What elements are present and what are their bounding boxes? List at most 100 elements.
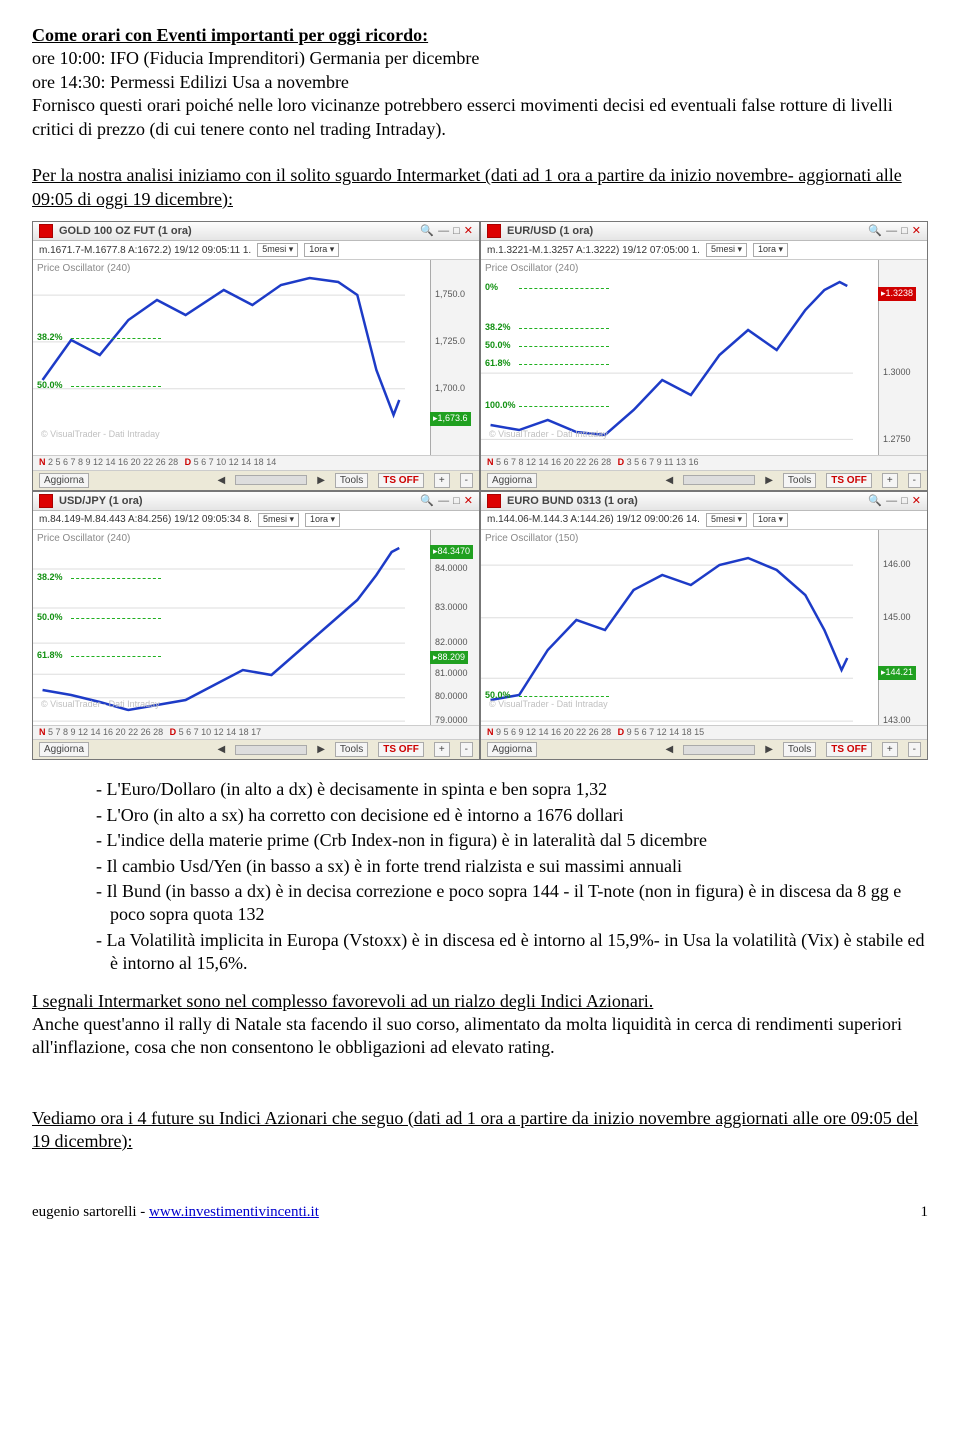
time-scrollbar[interactable] — [683, 475, 755, 485]
refresh-button[interactable]: Aggiorna — [39, 742, 89, 757]
maximize-icon[interactable]: □ — [453, 224, 460, 238]
maximize-icon[interactable]: □ — [901, 494, 908, 508]
oscillator-label: Price Oscillator (240) — [37, 262, 130, 275]
zoom-out-button[interactable]: - — [460, 742, 473, 757]
zoom-out-button[interactable]: - — [460, 473, 473, 488]
ts-off-button[interactable]: TS OFF — [378, 473, 424, 488]
chart-app-icon — [487, 494, 501, 508]
chart-panel: EURO BUND 0313 (1 ora) 🔍 — □ ✕ m.144.06-… — [481, 492, 927, 760]
y-axis-label: 145.00 — [883, 612, 911, 624]
zoom-in-button[interactable]: + — [882, 473, 898, 488]
timeframe-dropdown[interactable]: 5mesi ▾ — [257, 243, 298, 257]
watermark: © VisualTrader - Dati Intraday — [489, 429, 608, 441]
chart-plot-area[interactable]: Price Oscillator (150)50.0%© VisualTrade… — [481, 530, 927, 725]
watermark: © VisualTrader - Dati Intraday — [489, 699, 608, 711]
y-axis-label: 1.2750 — [883, 434, 911, 446]
charts-grid: GOLD 100 OZ FUT (1 ora) 🔍 — □ ✕ m.1671.7… — [32, 221, 928, 760]
time-scrollbar[interactable] — [235, 745, 307, 755]
x-axis: N 9 5 6 9 12 14 16 20 22 26 28 D 9 5 6 7… — [481, 725, 927, 740]
fib-level: 50.0% — [37, 612, 63, 624]
x-axis: N 5 6 7 8 12 14 16 20 22 26 28 D 3 5 6 7… — [481, 455, 927, 470]
scrollbar-right-icon[interactable]: ▶ — [765, 743, 773, 756]
y-axis: 1.30001.2750▸1.3238 — [878, 260, 927, 455]
timeframe-dropdown[interactable]: 5mesi ▾ — [258, 513, 299, 527]
tools-button[interactable]: Tools — [783, 742, 816, 757]
y-axis-label: 1,700.0 — [435, 383, 465, 395]
bullet-item: Il cambio Usd/Yen (in basso a sx) è in f… — [96, 855, 928, 878]
interval-dropdown[interactable]: 1ora ▾ — [753, 513, 788, 527]
scrollbar-left-icon[interactable]: ◀ — [665, 474, 673, 487]
timeframe-dropdown[interactable]: 5mesi ▾ — [706, 243, 747, 257]
minimize-icon[interactable]: — — [886, 224, 897, 238]
search-icon[interactable]: 🔍 — [868, 224, 882, 238]
interval-dropdown[interactable]: 1ora ▾ — [304, 243, 339, 257]
search-icon[interactable]: 🔍 — [420, 494, 434, 508]
interval-dropdown[interactable]: 1ora ▾ — [753, 243, 788, 257]
tools-button[interactable]: Tools — [335, 742, 368, 757]
analysis-bullets: L'Euro/Dollaro (in alto a dx) è decisame… — [56, 778, 928, 975]
scrollbar-right-icon[interactable]: ▶ — [317, 743, 325, 756]
close-icon[interactable]: ✕ — [464, 494, 473, 508]
refresh-button[interactable]: Aggiorna — [487, 742, 537, 757]
bullet-item: L'Oro (in alto a sx) ha corretto con dec… — [96, 804, 928, 827]
chart-panel: GOLD 100 OZ FUT (1 ora) 🔍 — □ ✕ m.1671.7… — [33, 222, 479, 490]
maximize-icon[interactable]: □ — [901, 224, 908, 238]
zoom-in-button[interactable]: + — [882, 742, 898, 757]
maximize-icon[interactable]: □ — [453, 494, 460, 508]
ts-off-button[interactable]: TS OFF — [378, 742, 424, 757]
tools-button[interactable]: Tools — [335, 473, 368, 488]
search-icon[interactable]: 🔍 — [868, 494, 882, 508]
chart-sub-info: m.144.06-M.144.3 A:144.26) 19/12 09:00:2… — [487, 513, 700, 526]
zoom-in-button[interactable]: + — [434, 742, 450, 757]
secondary-price-marker: ▸88.209 — [430, 651, 468, 665]
oscillator-label: Price Oscillator (240) — [37, 532, 130, 545]
ts-off-button[interactable]: TS OFF — [826, 742, 872, 757]
page-number: 1 — [921, 1203, 929, 1223]
x-axis: N 2 5 6 7 8 9 12 14 16 20 22 26 28 D 5 6… — [33, 455, 479, 470]
search-icon[interactable]: 🔍 — [420, 224, 434, 238]
event-1: ore 10:00: IFO (Fiducia Imprenditori) Ge… — [32, 48, 479, 68]
scrollbar-right-icon[interactable]: ▶ — [765, 474, 773, 487]
y-axis-label: 79.0000 — [435, 715, 468, 725]
fib-level: 50.0% — [485, 340, 511, 352]
refresh-button[interactable]: Aggiorna — [487, 473, 537, 488]
zoom-out-button[interactable]: - — [908, 473, 921, 488]
scrollbar-right-icon[interactable]: ▶ — [317, 474, 325, 487]
scrollbar-left-icon[interactable]: ◀ — [217, 474, 225, 487]
minimize-icon[interactable]: — — [886, 494, 897, 508]
chart-app-icon — [39, 494, 53, 508]
fib-level: 61.8% — [485, 358, 511, 370]
chart-title: EUR/USD (1 ora) — [507, 224, 593, 238]
zoom-in-button[interactable]: + — [434, 473, 450, 488]
chart-svg — [33, 260, 405, 455]
close-icon[interactable]: ✕ — [464, 224, 473, 238]
next-section-intro: Vediamo ora i 4 future su Indici Azionar… — [32, 1107, 928, 1154]
intro-para-2: Per la nostra analisi iniziamo con il so… — [32, 164, 928, 211]
minimize-icon[interactable]: — — [438, 224, 449, 238]
y-axis-label: 83.0000 — [435, 602, 468, 614]
tools-button[interactable]: Tools — [783, 473, 816, 488]
time-scrollbar[interactable] — [235, 475, 307, 485]
scrollbar-left-icon[interactable]: ◀ — [217, 743, 225, 756]
events-heading: Come orari con Eventi importanti per ogg… — [32, 25, 428, 45]
footer-link[interactable]: www.investimentivincenti.it — [149, 1204, 319, 1220]
bullet-item: Il Bund (in basso a dx) è in decisa corr… — [96, 880, 928, 927]
chart-plot-area[interactable]: Price Oscillator (240)38.2%50.0%61.8%© V… — [33, 530, 479, 725]
timeframe-dropdown[interactable]: 5mesi ▾ — [706, 513, 747, 527]
chart-title: EURO BUND 0313 (1 ora) — [507, 494, 638, 508]
ts-off-button[interactable]: TS OFF — [826, 473, 872, 488]
y-axis-label: 80.0000 — [435, 692, 468, 704]
interval-dropdown[interactable]: 1ora ▾ — [305, 513, 340, 527]
zoom-out-button[interactable]: - — [908, 742, 921, 757]
time-scrollbar[interactable] — [683, 745, 755, 755]
close-icon[interactable]: ✕ — [912, 494, 921, 508]
scrollbar-left-icon[interactable]: ◀ — [665, 743, 673, 756]
refresh-button[interactable]: Aggiorna — [39, 473, 89, 488]
chart-plot-area[interactable]: Price Oscillator (240)0%38.2%50.0%61.8%1… — [481, 260, 927, 455]
close-icon[interactable]: ✕ — [912, 224, 921, 238]
chart-plot-area[interactable]: Price Oscillator (240)38.2%50.0%© Visual… — [33, 260, 479, 455]
minimize-icon[interactable]: — — [438, 494, 449, 508]
fib-level: 38.2% — [485, 322, 511, 334]
y-axis-label: 1,750.0 — [435, 289, 465, 301]
x-axis: N 5 7 8 9 12 14 16 20 22 26 28 D 5 6 7 1… — [33, 725, 479, 740]
